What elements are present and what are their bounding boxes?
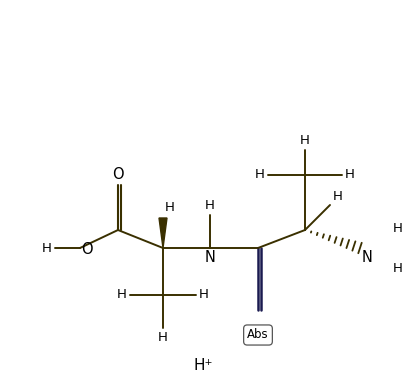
Text: H: H	[300, 134, 310, 147]
Text: O: O	[81, 241, 93, 257]
Text: N: N	[362, 250, 373, 265]
Text: H: H	[255, 168, 265, 182]
Text: H: H	[205, 199, 215, 212]
Text: H: H	[42, 241, 52, 255]
Text: H: H	[333, 190, 343, 203]
Text: H: H	[165, 201, 175, 214]
Text: N: N	[204, 250, 215, 265]
Text: H: H	[345, 168, 355, 182]
Text: Abs: Abs	[247, 329, 269, 341]
Text: H: H	[393, 262, 403, 274]
Text: O: O	[112, 167, 124, 182]
Text: H: H	[393, 221, 403, 235]
Text: H⁺: H⁺	[194, 358, 213, 373]
Text: H: H	[117, 288, 127, 301]
Text: H: H	[158, 331, 168, 344]
Polygon shape	[159, 218, 167, 248]
Text: H: H	[199, 288, 209, 301]
